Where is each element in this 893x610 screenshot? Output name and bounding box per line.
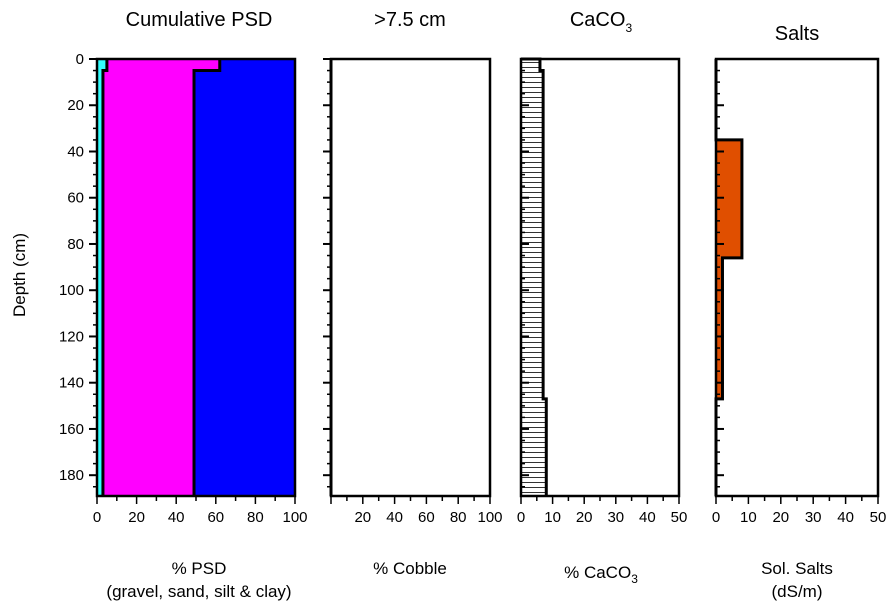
psd-y-tick-label: 160 <box>59 421 84 438</box>
psd-x-axis-label: % PSD <box>172 559 227 578</box>
psd-y-tick-label: 60 <box>67 190 84 207</box>
caco3-layer-bar <box>521 398 547 496</box>
psd-x-tick-label: 80 <box>247 509 264 526</box>
psd-y-tick-label: 100 <box>59 282 84 299</box>
caco3-x-tick-label: 10 <box>544 509 561 526</box>
caco3-title-sub: 3 <box>625 21 632 35</box>
psd-boundary-gravel <box>101 59 109 496</box>
psd-y-tick-label: 40 <box>67 143 84 160</box>
salts-x-tick-label: 50 <box>870 509 887 526</box>
psd-plot: 0 20 40 60 80 100 120 140 160 180 0 20 40 60 80 100 <box>59 51 308 526</box>
psd-x-tick-label: 100 <box>282 509 307 526</box>
salts-plot: 0 10 20 30 40 50 <box>712 57 887 526</box>
psd-boundary-sand <box>192 59 222 496</box>
cobble-x-axis-label: % Cobble <box>373 559 447 578</box>
psd-panel-title: Cumulative PSD <box>126 9 273 31</box>
caco3-x-tick-label: 30 <box>607 509 624 526</box>
salts-panel: Salts 0 10 20 30 40 50 Sol. Salts (dS/m) <box>712 23 887 601</box>
caco3-x-axis-label: % CaCO3 <box>564 563 638 586</box>
caco3-x-tick-label: 50 <box>671 509 688 526</box>
psd-x-axis-sublabel: (gravel, sand, silt & clay) <box>106 582 291 601</box>
psd-y-tick-label: 0 <box>76 51 84 68</box>
caco3-xlabel-main: % CaCO <box>564 563 631 582</box>
psd-x-tick-label: 40 <box>168 509 185 526</box>
cobble-plot: 20 40 60 80 100 <box>323 57 503 526</box>
salts-plot-area <box>716 59 878 496</box>
psd-y-tick-label: 120 <box>59 328 84 345</box>
cobble-x-tick-label: 20 <box>354 509 371 526</box>
psd-y-tick-label: 180 <box>59 467 84 484</box>
salts-x-tick-label: 30 <box>805 509 822 526</box>
salts-x-tick-label: 10 <box>740 509 757 526</box>
psd-y-tick-label: 140 <box>59 375 84 392</box>
salts-x-axis-sublabel: (dS/m) <box>772 582 823 601</box>
y-axis-label: Depth (cm) <box>10 233 29 317</box>
salts-layer-bar <box>716 139 742 258</box>
caco3-x-tick-label: 40 <box>639 509 656 526</box>
caco3-title-main: CaCO <box>570 9 626 31</box>
psd-x-tick-label: 0 <box>93 509 101 526</box>
salts-x-tick-label: 20 <box>772 509 789 526</box>
caco3-plot: 0 10 20 30 40 50 <box>517 57 688 526</box>
psd-y-tick-label: 80 <box>67 236 84 253</box>
cobble-x-tick-label: 60 <box>418 509 435 526</box>
cobble-panel: >7.5 cm 20 40 60 80 100 % Cobble <box>323 9 503 578</box>
cobble-x-tick-label: 80 <box>450 509 467 526</box>
cobble-x-tick-label: 100 <box>477 509 502 526</box>
caco3-layer-bar <box>521 59 540 71</box>
salts-layer-bar <box>716 257 723 399</box>
psd-x-tick-label: 20 <box>128 509 145 526</box>
salts-panel-title: Salts <box>775 23 819 45</box>
caco3-panel: CaCO3 0 10 20 30 40 50 % CaCO3 <box>517 9 688 586</box>
caco3-xlabel-sub: 3 <box>631 572 638 586</box>
psd-area-silt-clay <box>194 59 295 496</box>
cobble-x-tick-label: 40 <box>386 509 403 526</box>
psd-x-tick-label: 60 <box>207 509 224 526</box>
cobble-plot-area <box>331 59 490 496</box>
psd-panel: Cumulative PSD 0204060801001201401601800… <box>59 9 308 601</box>
caco3-panel-title: CaCO3 <box>570 9 633 35</box>
caco3-x-tick-label: 0 <box>517 509 525 526</box>
psd-area-sand <box>102 59 220 496</box>
caco3-x-tick-label: 20 <box>576 509 593 526</box>
salts-x-tick-label: 40 <box>837 509 854 526</box>
caco3-layer-bar <box>521 70 544 399</box>
cobble-panel-title: >7.5 cm <box>374 9 446 31</box>
salts-x-tick-label: 0 <box>712 509 720 526</box>
psd-y-tick-label: 20 <box>67 97 84 114</box>
salts-x-axis-label: Sol. Salts <box>761 559 833 578</box>
